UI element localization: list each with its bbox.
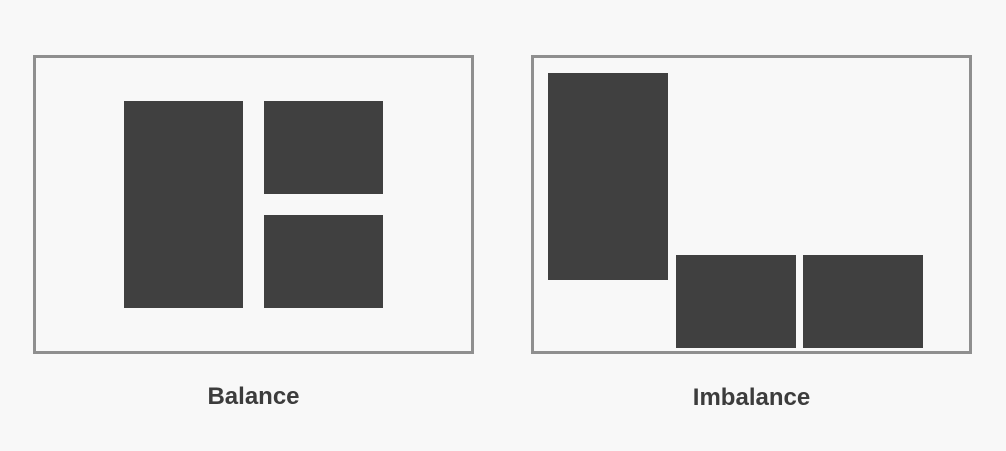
balance-caption: Balance xyxy=(207,383,300,410)
imbalance-bottom-right-block xyxy=(803,255,923,348)
balance-bottom-right-block xyxy=(264,215,383,308)
balance-top-right-block xyxy=(264,101,383,194)
imbalance-tall-block xyxy=(548,73,668,280)
imbalance-caption: Imbalance xyxy=(692,384,811,411)
balance-panel xyxy=(33,55,474,354)
imbalance-panel xyxy=(531,55,972,354)
imbalance-bottom-middle-block xyxy=(676,255,796,348)
balance-tall-block xyxy=(124,101,243,308)
